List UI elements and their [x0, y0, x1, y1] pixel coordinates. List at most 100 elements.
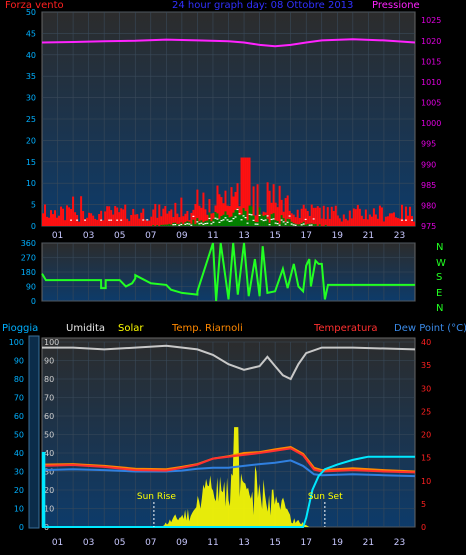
- wind-gust-bar: [246, 157, 249, 226]
- wind-speed-mark: [208, 217, 211, 220]
- wind-gust-bar: [162, 208, 165, 226]
- y-left-tick-label: 25: [26, 115, 36, 124]
- wind-gust-bar: [268, 190, 271, 226]
- x-tick-label: 17: [300, 231, 311, 241]
- y-left-tick-label: 100: [9, 338, 24, 347]
- wind-gust-bar: [328, 218, 331, 226]
- wind-gust-bar: [216, 185, 219, 226]
- y-right-tick-label: 40: [421, 338, 431, 347]
- wind-avg-bar: [194, 224, 197, 226]
- x-tick-label: 03: [83, 538, 94, 548]
- wind-gust-bar: [280, 199, 283, 226]
- wind-gust-bar: [256, 184, 259, 226]
- compass-s: S: [436, 272, 442, 283]
- wind-gust-bar: [296, 209, 299, 226]
- wind-speed-mark: [308, 224, 311, 226]
- wind-avg-bar: [288, 219, 291, 226]
- wind-gust-bar: [196, 189, 199, 226]
- humidity-tick-label: 40: [44, 449, 54, 458]
- wind-gust-bar: [90, 213, 93, 226]
- wind-direction-line: [41, 242, 415, 302]
- y-left-tick-label: 50: [14, 431, 24, 440]
- x-tick-label: 01: [52, 231, 63, 241]
- wind-gust-bar: [60, 206, 63, 226]
- wind-avg-bar: [182, 224, 185, 226]
- wind-gust-bar: [390, 213, 393, 226]
- wind-speed-mark: [216, 218, 219, 220]
- wind-speed-mark: [226, 219, 229, 221]
- wind-gust-bar: [50, 210, 53, 226]
- wind-speed-mark: [218, 221, 221, 223]
- wind-gust-bar: [310, 204, 313, 226]
- wind-gust-bar: [314, 207, 317, 226]
- x-tick-label: 23: [394, 231, 405, 241]
- y-left-tick-label: 45: [26, 29, 36, 38]
- y-left-tick-label: 70: [14, 394, 24, 403]
- wind-gust-bar: [392, 212, 395, 226]
- y-right-tick-label: 985: [421, 181, 436, 190]
- pressure-line: [41, 38, 416, 48]
- wind-gust-bar: [164, 205, 167, 226]
- wind-gust-bar: [160, 216, 163, 226]
- wind-strength-label: Forza vento: [5, 0, 64, 11]
- wind-gust-bar: [318, 207, 321, 226]
- wind-gust-bar: [194, 203, 197, 226]
- wind-gust-bar: [172, 217, 175, 226]
- wind-gust-bar: [218, 194, 221, 226]
- wind-gust-bar: [386, 216, 389, 226]
- y-tick-label: 180: [21, 268, 36, 277]
- y-left-tick-label: 90: [14, 357, 24, 366]
- wind-gust-bar: [44, 204, 47, 226]
- wind-speed-mark: [224, 217, 227, 219]
- wind-speed-mark: [108, 219, 111, 221]
- wind-avg-bar: [258, 207, 261, 226]
- wind-gust-bar: [176, 213, 179, 226]
- y-left-tick-label: 60: [14, 412, 24, 421]
- wind-gust-bar: [96, 219, 99, 226]
- wind-gust-bar: [64, 220, 67, 226]
- humidity-line: [42, 344, 416, 381]
- wind-speed-mark: [222, 219, 225, 221]
- wind-gust-bar: [306, 211, 309, 226]
- wind-gust-bar: [108, 206, 111, 226]
- wind-speed-mark: [206, 222, 209, 224]
- wind-gust-bar: [244, 157, 247, 226]
- wind-speed-mark: [214, 217, 217, 219]
- y-right-tick-label: 995: [421, 140, 436, 149]
- wind-avg-bar: [168, 223, 171, 226]
- wind-gust-bar: [300, 208, 303, 226]
- wind-speed-mark: [246, 222, 249, 224]
- legend-humidity: Umidita: [66, 323, 105, 334]
- wind-speed-mark: [120, 219, 123, 221]
- y-tick-label: 90: [26, 283, 36, 292]
- wind-avg-bar: [296, 224, 299, 226]
- compass-n-top: N: [436, 242, 443, 253]
- wind-gust-bar: [324, 219, 327, 226]
- wind-gust-bar: [294, 217, 297, 226]
- y-right-tick-label: 1020: [421, 37, 441, 46]
- wind-gust-bar: [52, 214, 55, 226]
- x-tick-label: 05: [114, 538, 125, 548]
- wind-gust-bar: [368, 214, 371, 226]
- wind-gust-bar: [402, 219, 405, 226]
- humidity-tick-label: 10: [44, 505, 54, 514]
- wind-gust-bar: [112, 214, 115, 226]
- temp-riarnoli-line: [41, 445, 416, 473]
- x-tick-label: 03: [83, 231, 94, 241]
- wind-gust-bar: [366, 219, 369, 226]
- x-tick-label: 13: [238, 538, 249, 548]
- wind-gust-bar: [66, 205, 69, 226]
- wind-avg-bar: [248, 205, 251, 226]
- x-tick-label: 13: [238, 231, 249, 241]
- wind-gust-bar: [230, 187, 233, 226]
- wind-gust-bar: [116, 207, 119, 226]
- wind-speed-mark: [300, 224, 303, 226]
- wind-gust-bar: [222, 203, 225, 226]
- x-tick-label: 05: [114, 231, 125, 241]
- wind-gust-bar: [54, 210, 57, 226]
- wind-speed-mark: [290, 223, 293, 225]
- wind-gust-bar: [200, 207, 203, 226]
- wind-avg-bar: [298, 224, 301, 226]
- wind-speed-mark: [312, 218, 315, 220]
- wind-gust-bar: [290, 213, 293, 226]
